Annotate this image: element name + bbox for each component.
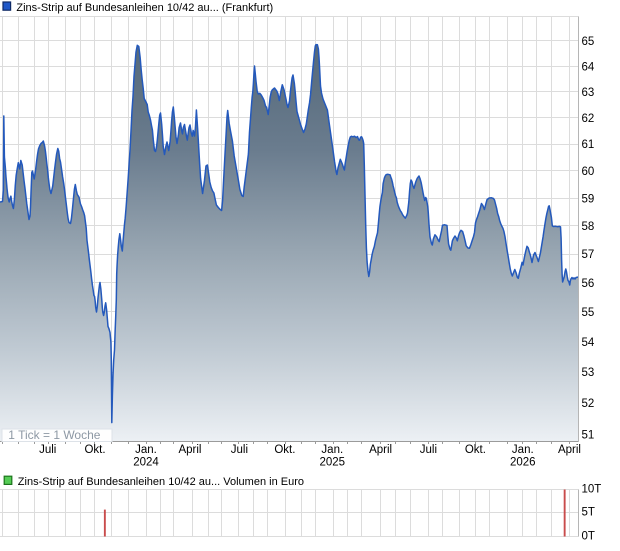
svg-text:55: 55: [582, 307, 595, 319]
svg-text:63: 63: [582, 87, 595, 99]
svg-text:Zins-Strip auf Bundesanleihen: Zins-Strip auf Bundesanleihen 10/42 au..…: [16, 2, 273, 14]
svg-text:59: 59: [582, 193, 595, 205]
svg-text:Okt.: Okt.: [274, 444, 295, 456]
svg-text:58: 58: [582, 221, 595, 233]
svg-text:2024: 2024: [133, 456, 159, 468]
svg-text:62: 62: [582, 113, 595, 125]
svg-text:54: 54: [582, 337, 595, 349]
svg-text:51: 51: [582, 430, 595, 442]
svg-text:April: April: [558, 444, 581, 456]
svg-text:Juli: Juli: [420, 444, 437, 456]
svg-text:65: 65: [582, 36, 595, 48]
svg-text:2025: 2025: [320, 456, 346, 468]
svg-text:64: 64: [582, 61, 595, 73]
svg-text:1 Tick = 1 Woche: 1 Tick = 1 Woche: [8, 428, 100, 442]
svg-text:Okt.: Okt.: [84, 444, 105, 456]
svg-text:Jan.: Jan.: [512, 444, 534, 456]
svg-text:5T: 5T: [582, 506, 595, 518]
svg-text:2026: 2026: [510, 456, 536, 468]
svg-text:56: 56: [582, 278, 595, 290]
svg-text:0T: 0T: [582, 530, 595, 542]
svg-text:Jan.: Jan.: [135, 444, 157, 456]
svg-text:60: 60: [582, 166, 595, 178]
svg-text:Jan.: Jan.: [321, 444, 343, 456]
svg-text:10T: 10T: [582, 483, 602, 495]
svg-text:Juli: Juli: [231, 444, 248, 456]
svg-text:61: 61: [582, 139, 595, 151]
svg-text:57: 57: [582, 249, 595, 261]
svg-text:Zins-Strip auf Bundesanleihen: Zins-Strip auf Bundesanleihen 10/42 au..…: [18, 476, 304, 488]
svg-text:Okt.: Okt.: [465, 444, 486, 456]
svg-text:53: 53: [582, 367, 595, 379]
svg-text:April: April: [369, 444, 392, 456]
svg-text:Juli: Juli: [39, 444, 56, 456]
svg-text:52: 52: [582, 398, 595, 410]
svg-text:April: April: [178, 444, 201, 456]
